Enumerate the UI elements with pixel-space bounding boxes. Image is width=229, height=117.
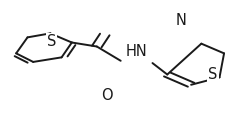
- Text: S: S: [207, 67, 216, 82]
- Text: HN: HN: [125, 44, 147, 59]
- Text: N: N: [175, 13, 185, 28]
- Text: S: S: [46, 34, 56, 49]
- Text: O: O: [101, 88, 112, 103]
